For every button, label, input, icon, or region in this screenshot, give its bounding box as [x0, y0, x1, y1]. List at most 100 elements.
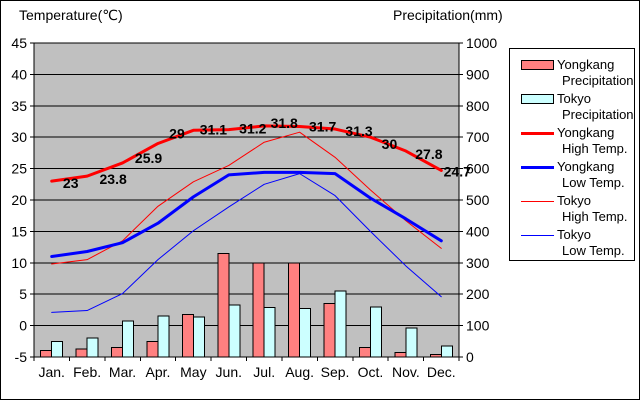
month-label: Jan.: [38, 364, 64, 380]
yongkang-precipitation-bar: [40, 350, 53, 358]
temp-axis-tick-label: 15: [11, 223, 27, 239]
month-label: Nov.: [392, 364, 420, 380]
precip-axis-tick-label: 100: [466, 318, 490, 334]
high-temp-data-label: 31.7: [309, 119, 336, 135]
month-label: Mar.: [109, 364, 136, 380]
precip-axis-tick-label: 200: [466, 286, 490, 302]
temperature-axis-title: Temperature(℃): [19, 7, 123, 23]
tokyo-low-temp-line: [51, 173, 442, 313]
tokyo-precipitation-bar: [440, 345, 453, 358]
month-label: Feb.: [73, 364, 101, 380]
legend-label-line1: Tokyo: [557, 227, 591, 242]
tokyo-precipitation-bar: [369, 306, 382, 358]
yongkang-precipitation-bar: [358, 347, 371, 358]
month-label: Aug.: [285, 364, 314, 380]
tokyo-precipitation-bar: [299, 307, 312, 358]
high-temp-data-label: 23: [63, 175, 79, 191]
legend-entry-yongkang-low-temp: Yongkang Low Temp.: [521, 159, 634, 193]
yongkang-low-temp-line: [50, 170, 443, 259]
precip-axis-tick-label: 400: [466, 223, 490, 239]
legend-label-line2: Low Temp.: [562, 243, 625, 258]
legend-swatch-tokyo-high-temp: [521, 200, 554, 202]
legend-entry-tokyo-precipitation: Tokyo Precipitation: [521, 91, 634, 125]
yongkang-precipitation-bar: [323, 303, 336, 358]
legend-label-line2: Precipitation: [562, 107, 634, 122]
temp-axis-tick-label: 5: [19, 286, 27, 302]
yongkang-precipitation-bar: [181, 314, 194, 358]
yongkang-precipitation-bar: [288, 262, 301, 358]
legend-label-line1: Yongkang: [557, 159, 615, 174]
month-label: Sep.: [321, 364, 350, 380]
high-temp-data-label: 31.8: [271, 115, 298, 131]
month-label: May: [180, 364, 206, 380]
legend-label-line2: High Temp.: [562, 209, 628, 224]
high-temp-data-label: 29: [169, 125, 185, 141]
precip-axis-tick-label: 700: [466, 129, 490, 145]
high-temp-data-label: 31.3: [345, 123, 372, 139]
yongkang-precipitation-bar: [252, 262, 265, 358]
temp-axis-tick-label: 40: [11, 66, 27, 82]
temp-axis-tick-label: 45: [11, 35, 27, 51]
legend-label-line1: Yongkang: [557, 57, 615, 72]
legend-swatch-yongkang-high-temp: [521, 131, 554, 135]
temp-axis-tick-label: 20: [11, 192, 27, 208]
month-label: Jul.: [253, 364, 275, 380]
high-temp-data-label: 30: [382, 136, 398, 152]
legend-label-line2: High Temp.: [562, 141, 628, 156]
yongkang-precipitation-bar: [146, 340, 159, 358]
high-temp-data-label: 25.9: [135, 150, 162, 166]
high-temp-data-label: 31.2: [239, 121, 266, 137]
tokyo-precipitation-bar: [334, 290, 347, 358]
legend-label-line1: Yongkang: [557, 125, 615, 140]
month-label: Jun.: [216, 364, 242, 380]
tokyo-precipitation-bar: [228, 304, 241, 358]
tokyo-precipitation-bar: [122, 320, 135, 358]
legend-swatch-tokyo-precipitation: [521, 94, 554, 104]
tokyo-precipitation-bar: [405, 327, 418, 358]
legend-label-line1: Tokyo: [557, 193, 591, 208]
legend: Yongkang Precipitation Tokyo Precipitation Y…: [509, 48, 635, 261]
temp-axis-tick-label: -5: [15, 349, 28, 365]
precip-axis-tick-label: 300: [466, 255, 490, 271]
legend-label-line2: Precipitation: [562, 73, 634, 88]
high-temp-data-label: 27.8: [415, 146, 442, 162]
month-label: Dec.: [427, 364, 456, 380]
precip-axis-tick-label: 1000: [466, 35, 497, 51]
tokyo-precipitation-bar: [263, 307, 276, 358]
precip-axis-tick-label: 900: [466, 66, 490, 82]
high-temp-data-label: 23.8: [100, 171, 127, 187]
high-temp-data-label: 24.7: [444, 163, 471, 179]
month-label: Oct.: [358, 364, 384, 380]
legend-swatch-tokyo-low-temp: [521, 234, 554, 236]
temp-axis-tick-label: 35: [11, 98, 27, 114]
temp-axis-tick-label: 0: [19, 318, 27, 334]
precipitation-axis-title: Precipitation(mm): [393, 7, 503, 23]
precip-axis-tick-label: 500: [466, 192, 490, 208]
tokyo-precipitation-bar: [51, 340, 64, 358]
precip-axis-tick-label: 0: [466, 349, 474, 365]
yongkang-precipitation-bar: [111, 347, 124, 358]
legend-entry-yongkang-high-temp: Yongkang High Temp.: [521, 125, 634, 159]
yongkang-precipitation-bar: [394, 351, 407, 358]
tokyo-precipitation-bar: [192, 316, 205, 358]
precip-axis-tick-label: 800: [466, 98, 490, 114]
temp-axis-tick-label: 25: [11, 161, 27, 177]
yongkang-precipitation-bar: [75, 348, 88, 358]
legend-entry-yongkang-precipitation: Yongkang Precipitation: [521, 57, 634, 91]
legend-swatch-yongkang-low-temp: [521, 165, 554, 169]
legend-entry-tokyo-high-temp: Tokyo High Temp.: [521, 193, 634, 227]
tokyo-precipitation-bar: [157, 315, 170, 358]
precip-axis-tick-label: 600: [466, 161, 490, 177]
legend-entry-tokyo-low-temp: Tokyo Low Temp.: [521, 227, 634, 261]
temp-axis-tick-label: 30: [11, 129, 27, 145]
yongkang-precipitation-bar: [217, 252, 230, 358]
temp-axis-tick-label: 10: [11, 255, 27, 271]
yongkang-high-temp-line: [50, 124, 443, 183]
tokyo-precipitation-bar: [86, 337, 99, 358]
high-temp-data-label: 31.1: [200, 121, 227, 137]
month-label: Apr.: [146, 364, 171, 380]
legend-label-line2: Low Temp.: [562, 175, 625, 190]
legend-label-line1: Tokyo: [557, 91, 591, 106]
